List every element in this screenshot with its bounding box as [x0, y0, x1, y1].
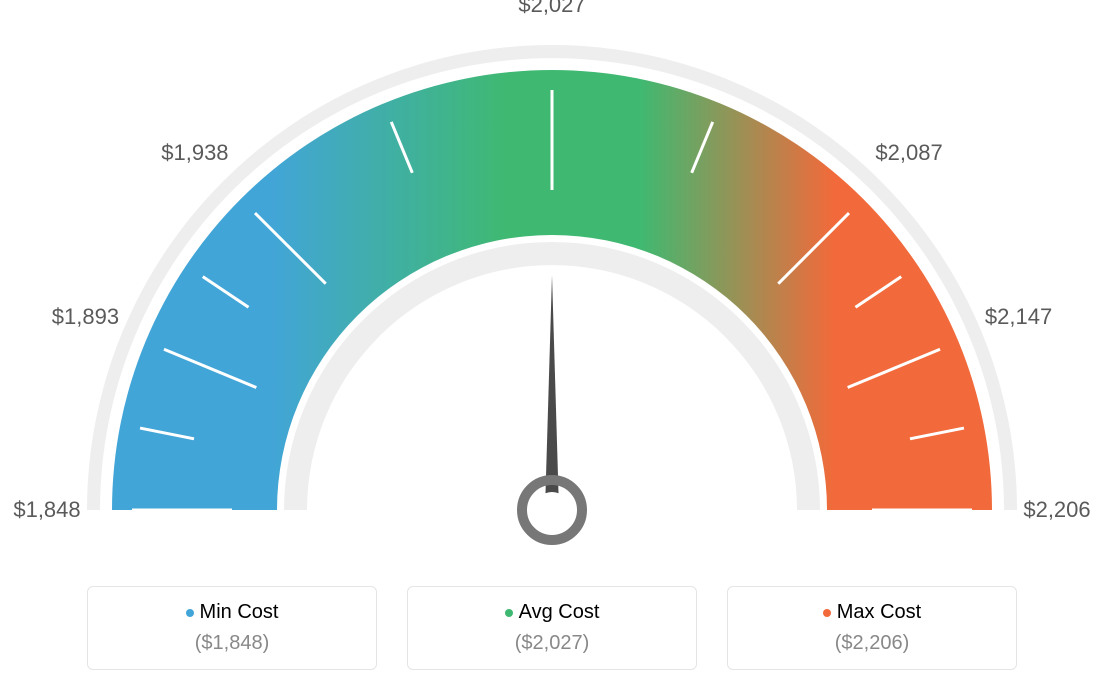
legend-title-avg: Avg Cost — [424, 601, 680, 624]
legend-row: Min Cost ($1,848) Avg Cost ($2,027) Max … — [0, 586, 1104, 670]
legend-label-max: Max Cost — [837, 601, 921, 623]
legend-dot-min — [186, 609, 194, 617]
legend-title-max: Max Cost — [744, 601, 1000, 624]
gauge-svg — [0, 0, 1104, 560]
legend-value-max: ($2,206) — [744, 632, 1000, 655]
gauge-tick-label: $2,087 — [875, 140, 942, 166]
gauge-tick-label: $1,893 — [52, 304, 119, 330]
legend-title-min: Min Cost — [104, 601, 360, 624]
legend-value-avg: ($2,027) — [424, 632, 680, 655]
legend-label-min: Min Cost — [200, 601, 279, 623]
gauge-tick-label: $2,206 — [1023, 497, 1090, 523]
legend-card-min: Min Cost ($1,848) — [87, 586, 377, 670]
gauge-tick-label: $1,938 — [161, 140, 228, 166]
legend-label-avg: Avg Cost — [519, 601, 600, 623]
legend-dot-max — [823, 609, 831, 617]
legend-dot-avg — [505, 609, 513, 617]
gauge-area: $1,848 $1,893 $1,938 $2,027 $2,087 $2,147 $2,2… — [0, 0, 1104, 560]
legend-card-max: Max Cost ($2,206) — [727, 586, 1017, 670]
legend-card-avg: Avg Cost ($2,027) — [407, 586, 697, 670]
cost-gauge-chart: $1,848 $1,893 $1,938 $2,027 $2,087 $2,147 $2,2… — [0, 0, 1104, 690]
gauge-tick-label: $1,848 — [13, 497, 80, 523]
gauge-tick-label: $2,147 — [985, 304, 1052, 330]
gauge-tick-label: $2,027 — [518, 0, 585, 18]
legend-value-min: ($1,848) — [104, 632, 360, 655]
